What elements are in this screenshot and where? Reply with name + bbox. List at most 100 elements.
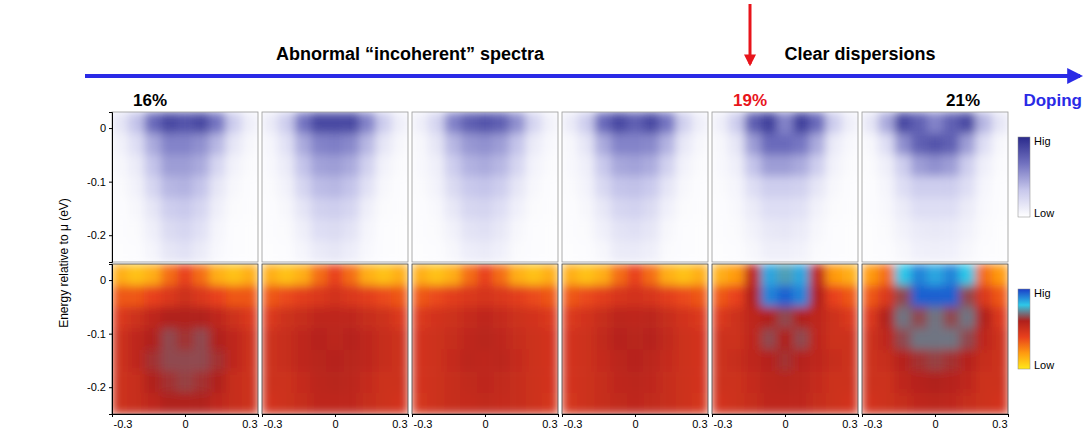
cell: [327, 112, 344, 134]
panel-frame: [112, 264, 258, 414]
cell: [193, 350, 210, 372]
cell: [578, 198, 595, 220]
cell: [692, 241, 708, 262]
cell: [793, 285, 810, 307]
cell: [659, 307, 676, 329]
panel-frame: [262, 264, 408, 414]
cell: [144, 307, 161, 329]
cell: [594, 133, 611, 155]
cell: [343, 393, 360, 414]
cell: [611, 133, 628, 155]
cell: [594, 112, 611, 134]
cell: [444, 219, 461, 241]
cell: [659, 350, 676, 372]
cell: [343, 176, 360, 198]
cell: [676, 328, 693, 350]
cell: [144, 264, 161, 286]
cell: [412, 307, 429, 329]
cell: [692, 328, 708, 350]
cell: [777, 393, 794, 414]
cell: [193, 112, 210, 134]
cell: [209, 328, 226, 350]
cell: [262, 241, 279, 262]
panel: [262, 264, 408, 414]
x-tick: -0.3: [563, 414, 583, 430]
cell: [526, 241, 543, 262]
x-tick-label: 0.3: [542, 418, 557, 430]
cell: [927, 241, 944, 262]
cell: [728, 176, 745, 198]
cell: [461, 371, 478, 393]
y-tick-label: -0.1: [87, 328, 106, 340]
cell: [526, 393, 543, 414]
cell: [461, 307, 478, 329]
cell: [712, 176, 729, 198]
cell: [327, 176, 344, 198]
cell: [878, 155, 895, 177]
y-tick: -0.1: [87, 176, 112, 188]
cell: [477, 176, 494, 198]
annotation: Clear dispersions: [784, 44, 935, 64]
cell: [209, 155, 226, 177]
cell: [578, 350, 595, 372]
cell: [927, 219, 944, 241]
cell: [128, 371, 145, 393]
cell: [809, 176, 826, 198]
cell: [161, 285, 178, 307]
cell: [376, 133, 393, 155]
cell: [161, 198, 178, 220]
cell: [744, 285, 761, 307]
x-tick-label: -0.3: [864, 418, 883, 430]
cell: [793, 176, 810, 198]
cell: [728, 328, 745, 350]
cell: [809, 133, 826, 155]
cell: [976, 219, 993, 241]
cell: [242, 264, 258, 286]
cell: [461, 112, 478, 134]
chart: Abnormal “incoherent” spectraClear dispe…: [0, 0, 1092, 444]
cell: [428, 350, 445, 372]
cell: [976, 176, 993, 198]
cell: [509, 350, 526, 372]
cell: [943, 328, 960, 350]
cell: [643, 133, 660, 155]
cell: [509, 393, 526, 414]
x-tick: 0: [632, 414, 638, 430]
x-tick-mark: [262, 414, 263, 417]
cell: [594, 371, 611, 393]
cell: [226, 350, 243, 372]
cell: [911, 176, 928, 198]
cell: [809, 307, 826, 329]
cell: [477, 155, 494, 177]
cell: [992, 112, 1008, 134]
cell: [262, 328, 279, 350]
cell: [562, 112, 579, 134]
cell: [144, 371, 161, 393]
cell: [526, 371, 543, 393]
x-tick-mark: [858, 414, 859, 417]
cell: [744, 264, 761, 286]
cell: [112, 241, 129, 262]
cell: [809, 328, 826, 350]
cell: [392, 328, 408, 350]
cell: [461, 285, 478, 307]
cell: [359, 264, 376, 286]
cell: [943, 155, 960, 177]
cell: [477, 371, 494, 393]
cell: [278, 219, 295, 241]
cell: [278, 285, 295, 307]
cell: [461, 133, 478, 155]
cell: [144, 285, 161, 307]
cell: [412, 350, 429, 372]
cell: [542, 241, 558, 262]
cells: [412, 264, 558, 414]
cell: [392, 393, 408, 414]
cell: [927, 155, 944, 177]
cell: [177, 241, 194, 262]
cell: [209, 350, 226, 372]
cell: [311, 307, 328, 329]
cell: [627, 285, 644, 307]
panel: [862, 264, 1008, 414]
cell: [842, 241, 858, 262]
panel-frame: [562, 112, 708, 262]
